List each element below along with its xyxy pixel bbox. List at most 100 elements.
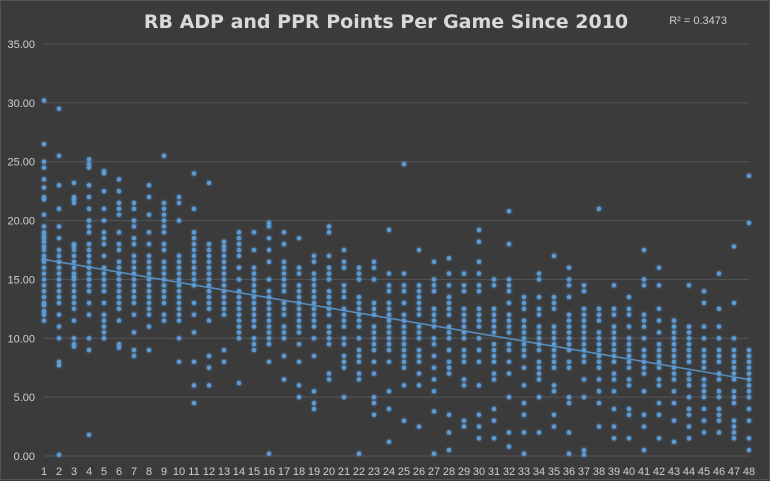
data-point xyxy=(41,247,47,253)
data-point xyxy=(251,347,257,353)
data-point xyxy=(296,324,302,329)
data-point xyxy=(416,336,422,341)
x-tick-label: 5 xyxy=(101,466,107,478)
x-tick-label: 41 xyxy=(638,466,650,478)
data-point xyxy=(581,452,587,458)
data-point xyxy=(206,241,212,247)
data-point xyxy=(71,283,77,288)
data-point xyxy=(101,230,107,235)
x-tick-label: 28 xyxy=(443,466,455,478)
data-point xyxy=(236,306,242,312)
data-point xyxy=(536,277,542,282)
data-point xyxy=(176,300,182,306)
data-point xyxy=(266,277,272,282)
data-point xyxy=(86,230,92,235)
data-point xyxy=(86,165,92,170)
data-point xyxy=(386,389,392,394)
data-point xyxy=(476,336,482,341)
data-point xyxy=(116,283,122,288)
data-point xyxy=(71,200,77,206)
data-point xyxy=(326,294,332,300)
data-point xyxy=(716,377,722,382)
data-point xyxy=(41,159,47,164)
data-point xyxy=(536,430,542,435)
x-tick-label: 1 xyxy=(41,466,47,478)
data-point xyxy=(221,294,227,300)
data-point xyxy=(266,312,272,317)
data-point xyxy=(176,218,182,223)
data-point xyxy=(626,383,632,388)
data-point xyxy=(701,353,707,359)
data-point xyxy=(71,336,77,341)
data-point xyxy=(536,294,542,300)
data-point xyxy=(671,439,677,445)
data-point xyxy=(131,312,137,317)
data-point xyxy=(686,371,692,376)
data-point xyxy=(116,247,122,253)
data-point xyxy=(326,271,332,276)
data-point xyxy=(656,400,662,406)
data-point xyxy=(71,318,77,323)
data-point xyxy=(416,300,422,306)
data-point xyxy=(446,336,452,341)
data-point xyxy=(611,283,617,288)
data-point xyxy=(311,300,317,306)
data-point xyxy=(146,294,152,300)
data-point xyxy=(506,359,512,365)
data-point xyxy=(41,303,47,308)
data-point xyxy=(251,300,257,306)
data-point xyxy=(116,206,122,211)
data-point xyxy=(191,330,197,335)
data-point xyxy=(86,206,92,211)
data-point xyxy=(551,294,557,300)
data-point xyxy=(176,253,182,259)
data-point xyxy=(566,341,572,347)
data-point xyxy=(416,353,422,359)
data-point xyxy=(641,283,647,288)
data-point xyxy=(551,330,557,335)
data-point xyxy=(386,341,392,347)
x-tick-label: 11 xyxy=(188,466,199,478)
data-point xyxy=(476,239,482,244)
data-point xyxy=(746,406,752,412)
data-point xyxy=(236,241,242,247)
data-point xyxy=(491,312,497,317)
data-point xyxy=(386,318,392,323)
data-point xyxy=(86,283,92,288)
data-point xyxy=(131,218,137,223)
data-point xyxy=(266,220,272,226)
data-point xyxy=(191,271,197,276)
data-point xyxy=(191,400,197,406)
data-point xyxy=(176,294,182,300)
data-point xyxy=(581,306,587,312)
data-point xyxy=(386,283,392,288)
data-point xyxy=(41,277,47,282)
data-point xyxy=(281,277,287,282)
data-point xyxy=(131,206,137,211)
x-tick-label: 26 xyxy=(413,466,425,478)
data-point xyxy=(656,353,662,359)
data-point xyxy=(341,265,347,270)
data-point xyxy=(446,365,452,370)
data-point xyxy=(641,371,647,376)
data-point xyxy=(206,265,212,270)
data-point xyxy=(86,157,92,162)
data-point xyxy=(326,265,332,270)
data-point xyxy=(746,173,752,179)
x-tick-label: 44 xyxy=(683,466,695,478)
x-tick-label: 38 xyxy=(593,466,605,478)
data-point xyxy=(506,330,512,335)
data-point xyxy=(86,241,92,247)
x-tick-label: 48 xyxy=(743,466,755,478)
data-point xyxy=(656,436,662,441)
data-point xyxy=(401,283,407,288)
data-point xyxy=(56,294,62,300)
data-point xyxy=(86,336,92,341)
data-point xyxy=(491,436,497,441)
data-point xyxy=(161,271,167,276)
data-point xyxy=(206,271,212,276)
data-point xyxy=(656,359,662,365)
data-point xyxy=(311,289,317,294)
data-point xyxy=(446,306,452,312)
data-point xyxy=(581,336,587,341)
